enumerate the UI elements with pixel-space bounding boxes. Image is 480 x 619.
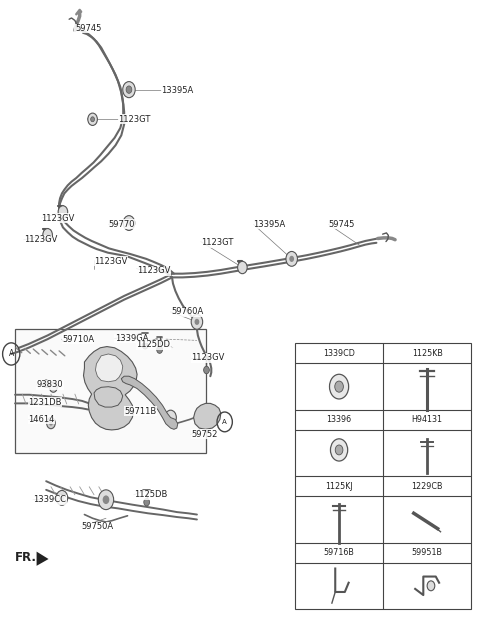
Polygon shape — [96, 354, 123, 382]
Text: 1339CD: 1339CD — [323, 349, 355, 358]
Circle shape — [191, 314, 203, 329]
Text: 1229CB: 1229CB — [411, 482, 443, 491]
Circle shape — [165, 410, 176, 425]
Text: 1231DB: 1231DB — [28, 397, 62, 407]
Circle shape — [49, 421, 53, 426]
Polygon shape — [36, 552, 48, 566]
Circle shape — [144, 498, 150, 506]
Text: 13396: 13396 — [326, 415, 352, 424]
Text: 59752: 59752 — [191, 430, 217, 439]
Circle shape — [289, 256, 294, 262]
Text: 59745: 59745 — [75, 24, 101, 33]
Polygon shape — [121, 376, 178, 430]
Circle shape — [157, 346, 162, 353]
Circle shape — [88, 113, 97, 126]
Circle shape — [49, 383, 57, 392]
Text: 59710A: 59710A — [62, 335, 94, 344]
Circle shape — [204, 366, 209, 374]
Text: 59745: 59745 — [328, 220, 355, 229]
Circle shape — [238, 261, 247, 274]
Text: 1123GV: 1123GV — [41, 214, 75, 223]
Circle shape — [427, 581, 435, 591]
Circle shape — [330, 439, 348, 461]
Circle shape — [98, 490, 114, 509]
Circle shape — [60, 495, 64, 501]
Circle shape — [43, 228, 52, 241]
Text: 59750A: 59750A — [81, 522, 113, 531]
Circle shape — [56, 490, 68, 505]
Circle shape — [194, 319, 199, 325]
Polygon shape — [94, 387, 123, 407]
Text: 13395A: 13395A — [253, 220, 286, 229]
Text: 1123GT: 1123GT — [201, 238, 233, 248]
Text: H94131: H94131 — [412, 415, 443, 424]
Bar — [15, 329, 206, 452]
Circle shape — [43, 380, 49, 387]
Circle shape — [286, 251, 298, 266]
Text: 14614: 14614 — [28, 415, 55, 424]
Text: 1339CC: 1339CC — [33, 495, 66, 504]
Circle shape — [335, 445, 343, 455]
Circle shape — [123, 82, 135, 98]
Text: 1123GT: 1123GT — [118, 115, 150, 124]
Bar — [295, 344, 471, 609]
Text: 1125DD: 1125DD — [136, 340, 170, 349]
Circle shape — [127, 220, 132, 226]
Circle shape — [123, 215, 135, 230]
Text: 59716B: 59716B — [324, 548, 355, 557]
Text: 1123GV: 1123GV — [137, 266, 170, 275]
Circle shape — [58, 206, 68, 218]
Text: 1123GV: 1123GV — [94, 257, 127, 266]
Text: 59711B: 59711B — [124, 407, 156, 416]
Text: 1123GV: 1123GV — [24, 235, 57, 245]
Circle shape — [103, 495, 109, 504]
Circle shape — [47, 418, 55, 429]
Text: A: A — [222, 419, 227, 425]
Text: 13395A: 13395A — [161, 86, 193, 95]
Text: 93830: 93830 — [36, 380, 63, 389]
Text: 1125DB: 1125DB — [134, 490, 167, 500]
Circle shape — [335, 381, 343, 392]
Circle shape — [329, 374, 348, 399]
Circle shape — [91, 117, 95, 122]
Text: 1339GA: 1339GA — [115, 334, 148, 343]
Text: 59951B: 59951B — [412, 548, 443, 557]
Text: A: A — [9, 350, 14, 358]
Circle shape — [143, 342, 148, 349]
Polygon shape — [84, 347, 137, 430]
Circle shape — [126, 86, 132, 93]
Text: FR.: FR. — [15, 552, 37, 565]
Text: 1123GV: 1123GV — [191, 353, 225, 362]
Text: 59760A: 59760A — [171, 308, 204, 316]
Text: 59770: 59770 — [108, 220, 135, 229]
Text: 1125KJ: 1125KJ — [325, 482, 353, 491]
Polygon shape — [193, 404, 221, 430]
Text: 1125KB: 1125KB — [412, 349, 443, 358]
